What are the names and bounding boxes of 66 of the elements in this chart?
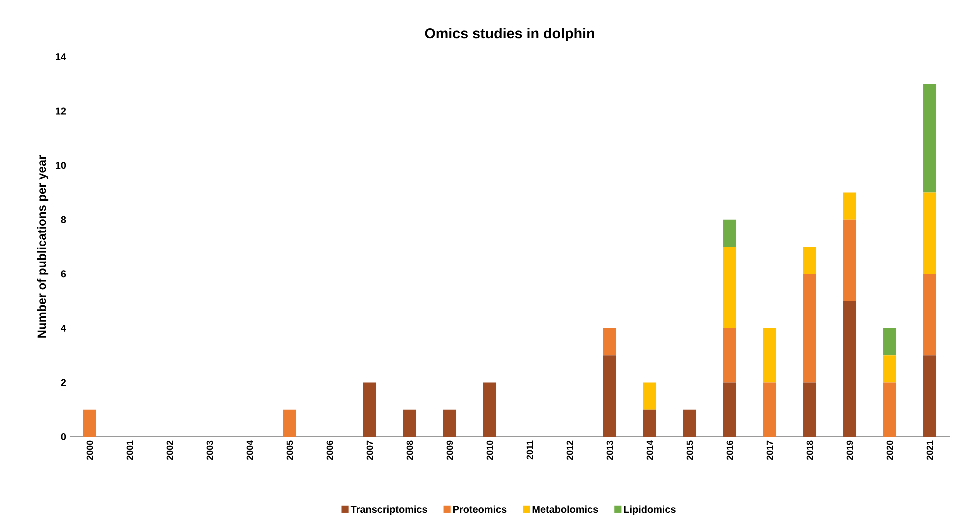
legend-label: Metabolomics [532,506,598,514]
x-tick-label: 2015 [686,440,694,460]
bar [724,220,737,247]
y-tick-label: 0 [61,433,66,441]
bar [764,328,777,383]
x-tick-label: 2016 [726,440,734,460]
bar [724,328,737,383]
y-tick-label: 6 [61,270,66,278]
bar [884,356,897,383]
bar [924,192,937,274]
bar [724,247,737,328]
y-tick-label: 8 [61,216,66,224]
bar [684,410,697,437]
bar [444,410,457,437]
x-tick-label: 2017 [766,440,774,460]
bar [924,84,937,193]
bar [284,410,297,437]
y-tick-label: 4 [61,324,66,332]
bar [804,382,817,437]
bar [804,274,817,383]
bar [924,274,937,356]
bar [604,356,617,437]
bar [844,192,857,220]
bar [844,220,857,302]
y-tick-label: 10 [56,162,66,170]
x-tick-label: 2014 [646,440,654,460]
bar [764,382,777,437]
legend-label: Lipidomics [624,506,676,516]
bar [844,301,857,437]
x-tick-label: 2012 [566,440,574,460]
x-tick-label: 2011 [526,440,534,460]
bar [924,356,937,437]
x-tick-label: 2018 [806,440,814,460]
x-tick-label: 2001 [126,440,134,460]
x-tick-label: 2021 [926,440,934,460]
bar [364,382,377,437]
bar [84,410,96,437]
x-tick-label: 2007 [366,440,374,460]
y-tick-label: 12 [56,108,66,115]
x-tick-label: 2005 [286,440,294,460]
y-axis-title: Number of publications per year [37,156,49,338]
bar [644,410,657,437]
y-tick-label: 2 [61,379,66,386]
x-tick-label: 2006 [326,440,334,460]
bar [884,382,897,437]
bar [644,382,657,410]
bar [604,328,617,356]
y-tick-label: 14 [56,54,66,60]
x-tick-label: 2004 [246,440,254,460]
x-tick-label: 2020 [886,440,894,460]
bar [404,410,417,437]
chart-title: Omics studies in dolphin [425,28,594,42]
x-tick-label: 2002 [166,440,174,460]
legend-label: Transcriptomics [350,506,428,516]
x-tick-label: 2003 [206,440,214,460]
legend-label: Proteomics [454,506,507,514]
x-tick-label: 2000 [86,440,94,460]
bar [724,382,737,437]
x-tick-label: 2013 [606,440,614,460]
bar [484,382,497,437]
bar [804,247,817,274]
bar [884,328,897,356]
x-tick-label: 2009 [446,440,454,460]
x-tick-label: 2010 [486,440,494,460]
x-tick-label: 2008 [406,440,414,460]
x-tick-label: 2019 [846,440,854,460]
